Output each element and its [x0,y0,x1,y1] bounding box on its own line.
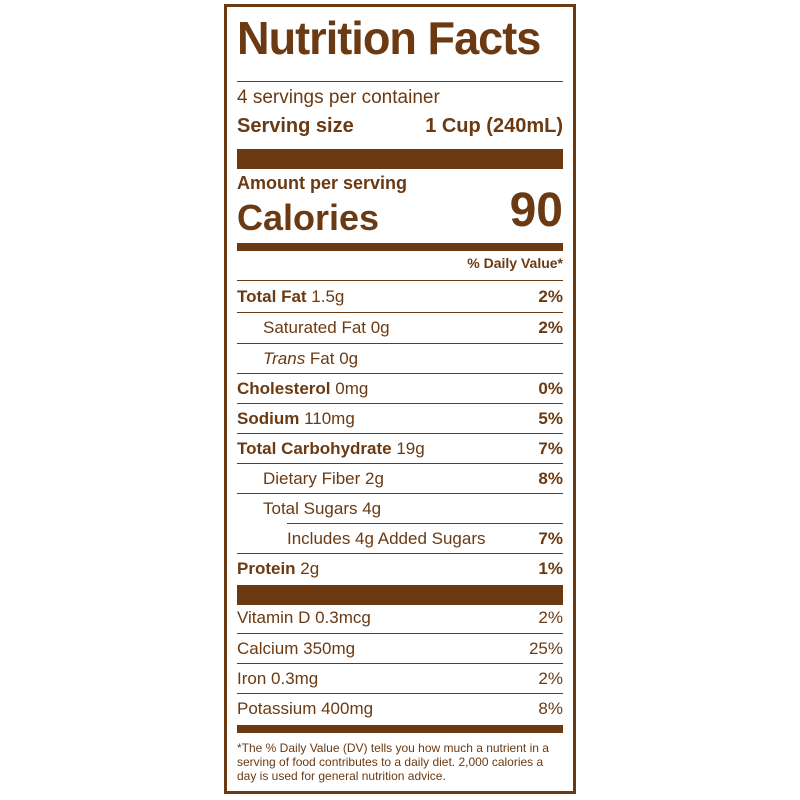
footnote-divider [237,725,563,733]
nutrient-name: Saturated Fat 0g [263,318,390,337]
row-divider [287,523,563,524]
nutrient-row-dietary-fiber: Dietary Fiber 2g 8% [237,464,563,494]
label-title: Nutrition Facts [237,12,541,64]
nutrient-name: Sodium [237,409,300,428]
nutrient-row-total-fat: Total Fat 1.5g 2% [237,282,563,312]
row-divider [237,373,563,374]
nutrient-row-cholesterol: Cholesterol 0mg 0% [237,374,563,404]
thick-divider [237,149,563,169]
nutrient-amount: 1.5g [306,287,345,306]
calories-divider [237,243,563,251]
nutrient-dv: 2% [538,287,563,306]
thick-divider [237,585,563,605]
row-divider [237,343,563,344]
calories-value: 90 [509,184,563,237]
calories-label: Calories [237,197,380,238]
nutrient-dv: 5% [538,409,563,428]
nutrient-row-sodium: Sodium 110mg 5% [237,404,563,434]
vitamin-row-potassium: Potassium 400mg 8% [237,694,563,724]
vitamin-name: Vitamin D 0.3mcg [237,608,371,627]
nutrient-name: Includes 4g Added Sugars [287,529,486,548]
vitamin-row-vitamin-d: Vitamin D 0.3mcg 2% [237,603,563,633]
row-divider [237,312,563,313]
nutrient-row-trans-fat: Trans Fat 0g [237,344,563,374]
nutrient-dv: 7% [538,529,563,548]
vitamin-row-calcium: Calcium 350mg 25% [237,634,563,664]
nutrient-name: Total Carbohydrate [237,439,392,458]
row-divider [237,403,563,404]
row-divider [237,663,563,664]
nutrient-row-total-sugars: Total Sugars 4g [237,494,563,524]
row-divider [237,280,563,281]
daily-value-footnote: *The % Daily Value (DV) tells you how mu… [237,741,549,783]
title-divider [237,81,563,82]
nutrition-label: Nutrition Facts 4 servings per container… [224,4,576,794]
row-divider [237,493,563,494]
daily-value-header: % Daily Value* [467,255,563,271]
nutrient-amount: 0mg [330,379,369,398]
nutrient-amount: 19g [391,439,425,458]
nutrient-row-saturated-fat: Saturated Fat 0g 2% [237,313,563,343]
vitamin-dv: 2% [538,608,563,627]
vitamin-dv: 25% [528,639,563,658]
amount-per-serving: Amount per serving [237,173,408,193]
vitamin-name: Calcium 350mg [237,639,356,658]
row-divider [237,693,563,694]
nutrient-row-total-carbohydrate: Total Carbohydrate 19g 7% [237,434,563,464]
vitamin-dv: 8% [538,699,563,718]
row-divider [237,433,563,434]
serving-size-label: Serving size [237,115,354,137]
nutrient-name: Total Fat [237,287,307,306]
vitamin-name: Iron 0.3mg [237,669,319,688]
nutrient-amount: 110mg [299,409,355,428]
nutrient-name: Trans [263,349,306,368]
serving-size-value: 1 Cup (240mL) [425,115,563,137]
nutrient-dv: 7% [538,439,563,458]
vitamin-name: Potassium 400mg [237,699,374,718]
nutrient-name: Total Sugars 4g [263,499,382,518]
nutrient-dv: 2% [538,318,563,337]
nutrient-amount: 2g [295,559,320,578]
vitamin-row-iron: Iron 0.3mg 2% [237,664,563,694]
serving-size: Serving size 1 Cup (240mL) [237,115,563,138]
nutrient-dv: 8% [538,469,563,488]
nutrient-dv: 1% [538,559,563,578]
nutrient-name: Cholesterol [237,379,331,398]
nutrient-amount: Fat 0g [305,349,359,368]
nutrient-row-protein: Protein 2g 1% [237,554,563,584]
nutrient-name: Protein [237,559,296,578]
nutrient-name: Dietary Fiber 2g [263,469,384,488]
row-divider [237,633,563,634]
row-divider [237,463,563,464]
nutrient-dv: 0% [538,379,563,398]
nutrient-row-added-sugars: Includes 4g Added Sugars 7% [237,524,563,554]
servings-per-container: 4 servings per container [237,87,440,108]
row-divider [237,553,563,554]
vitamin-dv: 2% [538,669,563,688]
